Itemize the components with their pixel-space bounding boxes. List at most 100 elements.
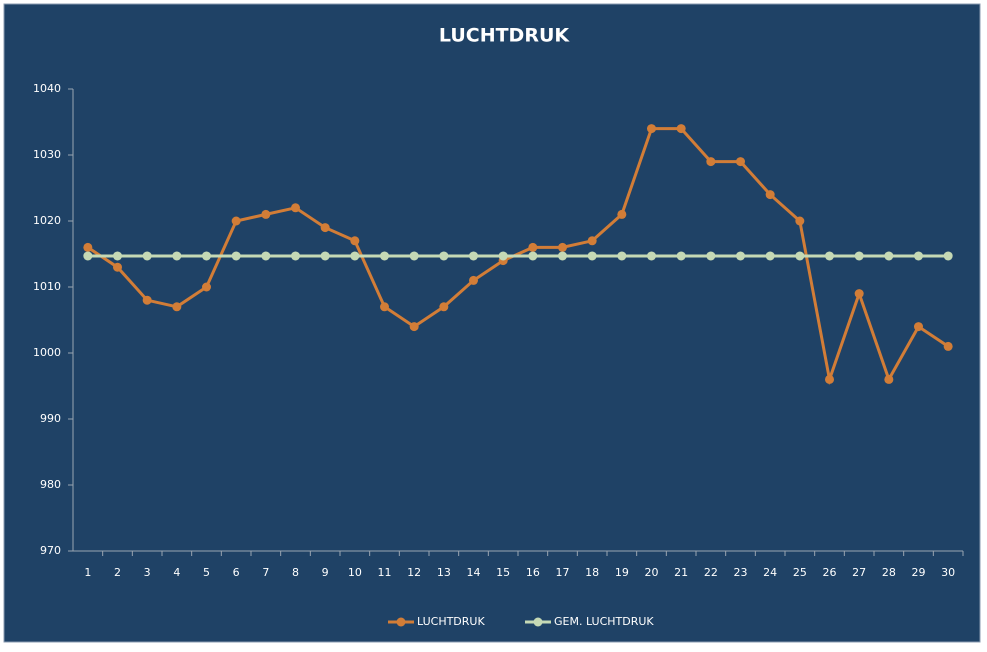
data-point — [854, 251, 864, 261]
data-point — [617, 251, 627, 261]
data-point — [884, 251, 894, 261]
data-point — [943, 341, 953, 351]
x-tick-label: 6 — [233, 566, 240, 579]
x-tick-label: 15 — [496, 566, 510, 579]
x-tick-label: 29 — [912, 566, 926, 579]
legend-marker — [533, 617, 543, 627]
data-point — [142, 295, 152, 305]
x-tick-label: 14 — [467, 566, 481, 579]
x-tick-label: 8 — [292, 566, 299, 579]
x-tick-label: 21 — [674, 566, 688, 579]
data-point — [409, 322, 419, 332]
x-tick-label: 24 — [763, 566, 777, 579]
x-tick-label: 1 — [84, 566, 91, 579]
data-point — [825, 251, 834, 261]
x-tick-label: 27 — [852, 566, 866, 579]
y-tick-label: 1020 — [33, 214, 61, 227]
data-point — [795, 216, 805, 226]
x-tick-label: 23 — [734, 566, 748, 579]
legend-marker — [396, 617, 406, 627]
x-tick-label: 25 — [793, 566, 807, 579]
data-point — [380, 302, 389, 312]
x-tick-label: 2 — [114, 566, 121, 579]
y-tick-label: 1010 — [33, 280, 61, 293]
data-point — [825, 374, 834, 384]
data-point — [202, 282, 211, 292]
x-tick-label: 5 — [203, 566, 210, 579]
data-point — [676, 124, 686, 134]
data-point — [884, 374, 894, 384]
data-point — [736, 251, 745, 261]
data-point — [498, 251, 508, 261]
x-tick-label: 4 — [173, 566, 180, 579]
data-point — [528, 251, 538, 261]
data-point — [558, 251, 567, 261]
x-tick-label: 20 — [645, 566, 659, 579]
data-point — [291, 203, 300, 213]
x-tick-label: 9 — [322, 566, 329, 579]
series-line — [87, 127, 949, 386]
data-point — [320, 223, 330, 233]
y-tick-label: 1030 — [33, 148, 61, 161]
data-point — [795, 251, 805, 261]
x-tick-label: 22 — [704, 566, 718, 579]
x-tick-label: 17 — [556, 566, 570, 579]
y-tick-label: 980 — [40, 478, 61, 491]
data-point — [469, 251, 478, 261]
data-point — [291, 251, 300, 261]
x-tick-label: 16 — [526, 566, 540, 579]
data-point — [943, 251, 953, 261]
chart-background — [3, 3, 981, 643]
x-tick-label: 26 — [823, 566, 837, 579]
data-point — [350, 236, 360, 246]
data-point — [113, 251, 122, 261]
legend-label: LUCHTDRUK — [417, 615, 485, 628]
data-point — [350, 251, 360, 261]
data-point — [380, 251, 389, 261]
data-point — [439, 302, 449, 312]
data-point — [617, 209, 627, 219]
data-point — [676, 251, 686, 261]
data-point — [142, 251, 152, 261]
data-point — [706, 157, 716, 167]
data-point — [914, 251, 923, 261]
data-point — [83, 251, 93, 261]
x-tick-label: 28 — [882, 566, 896, 579]
data-point — [765, 251, 775, 261]
data-point — [261, 251, 271, 261]
x-tick-label: 12 — [407, 566, 421, 579]
data-point — [172, 251, 182, 261]
data-point — [231, 216, 241, 226]
data-point — [469, 275, 478, 285]
data-point — [409, 251, 419, 261]
data-point — [261, 209, 271, 219]
data-point — [439, 251, 449, 261]
data-point — [914, 322, 923, 332]
legend-label: GEM. LUCHTDRUK — [554, 615, 654, 628]
y-tick-label: 970 — [40, 544, 61, 557]
data-point — [231, 251, 241, 261]
data-point — [854, 289, 864, 299]
data-point — [587, 236, 597, 246]
data-point — [765, 190, 775, 200]
data-point — [113, 262, 122, 272]
data-point — [706, 251, 716, 261]
data-point — [647, 251, 656, 261]
x-tick-label: 30 — [941, 566, 955, 579]
x-tick-label: 11 — [378, 566, 392, 579]
x-tick-label: 13 — [437, 566, 451, 579]
data-point — [587, 251, 597, 261]
data-point — [202, 251, 211, 261]
data-point — [736, 157, 745, 167]
x-tick-label: 19 — [615, 566, 629, 579]
data-point — [558, 242, 567, 252]
data-point — [172, 302, 182, 312]
data-point — [83, 242, 93, 252]
x-tick-label: 7 — [262, 566, 269, 579]
chart-title: LUCHTDRUK — [439, 25, 570, 47]
x-tick-label: 18 — [585, 566, 599, 579]
data-point — [528, 242, 538, 252]
y-tick-label: 990 — [40, 412, 61, 425]
x-tick-label: 3 — [144, 566, 151, 579]
